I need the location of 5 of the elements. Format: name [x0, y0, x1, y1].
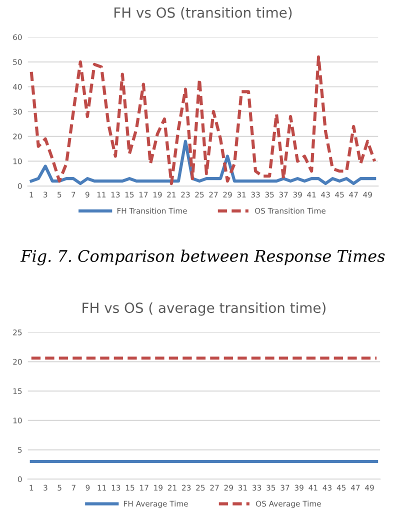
chart-title: FH vs OS (transition time): [114, 7, 292, 20]
caption: Fig. 7. Comparison between Response Times: [20, 250, 385, 266]
line-series: [30, 140, 376, 186]
line-series: [30, 55, 376, 186]
chart-title: FH vs OS ( average transition time): [82, 302, 326, 316]
